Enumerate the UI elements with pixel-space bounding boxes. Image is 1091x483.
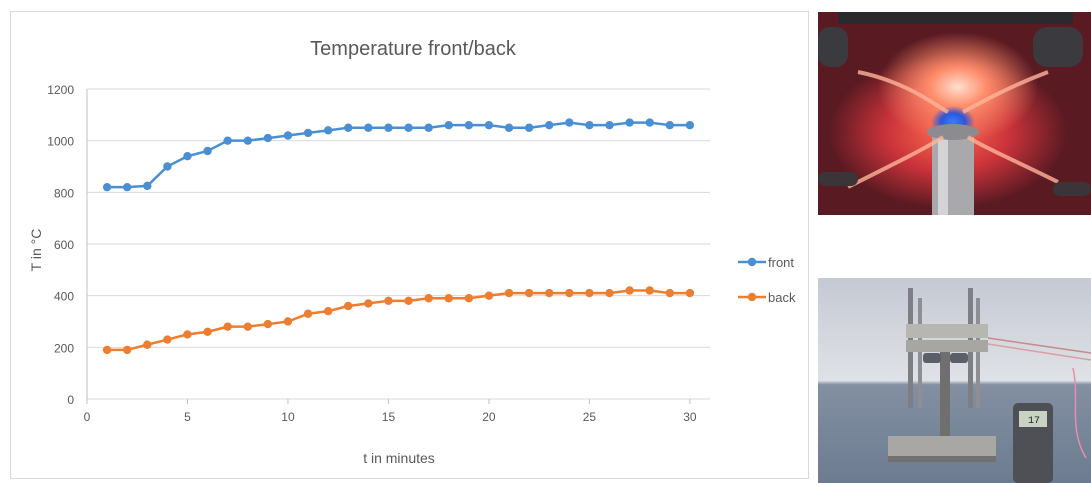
data-point-front (545, 120, 554, 130)
chart-panel: Temperature front/back 0 200 400 600 800 1000… (10, 11, 809, 479)
data-point-back (263, 319, 273, 329)
data-point-back (484, 291, 494, 300)
data-point-front (504, 123, 514, 132)
meter-display: 17 (1028, 416, 1040, 427)
data-point-front (384, 123, 393, 132)
data-point-front (102, 182, 112, 192)
data-point-front (122, 182, 132, 192)
data-point-front (565, 118, 574, 127)
data-point-back (685, 288, 695, 298)
data-point-front (203, 146, 212, 156)
x-axis-title: t in minutes (363, 450, 435, 466)
data-point-back (464, 294, 474, 303)
x-tick-label: 15 (382, 410, 396, 424)
data-point-back (404, 296, 413, 306)
data-point-front (143, 181, 152, 191)
x-tick-label: 10 (281, 410, 295, 424)
data-point-back (665, 288, 675, 298)
data-point-front (364, 123, 373, 132)
data-point-front (444, 120, 453, 130)
x-tick-label: 5 (184, 410, 191, 424)
data-point-front (605, 120, 614, 130)
data-point-back (645, 286, 654, 295)
y-tick-label: 1200 (47, 83, 74, 97)
y-tick-label: 200 (54, 341, 74, 355)
y-tick-label: 800 (54, 186, 74, 200)
x-tick-label: 20 (482, 410, 496, 424)
series-line-front (107, 121, 690, 189)
data-point-back (163, 335, 172, 344)
y-tick-label: 1000 (47, 135, 74, 149)
series-line-back (107, 289, 690, 352)
data-point-back (183, 330, 192, 339)
data-point-back (364, 299, 373, 308)
data-point-back (545, 288, 554, 298)
data-point-front (283, 131, 293, 140)
data-point-back (585, 288, 594, 298)
data-point-front (464, 120, 474, 130)
data-point-front (524, 123, 534, 132)
data-point-front (163, 162, 172, 171)
data-point-front (183, 151, 192, 161)
data-point-back (143, 340, 152, 349)
data-point-back (303, 309, 313, 318)
data-point-back (122, 345, 132, 355)
x-tick-label: 0 (84, 410, 91, 424)
data-point-back (323, 306, 333, 316)
x-tick-label: 30 (683, 410, 697, 424)
data-point-back (625, 286, 634, 295)
data-point-front (484, 120, 494, 130)
data-point-front (243, 136, 252, 145)
data-point-back (504, 288, 514, 298)
data-point-back (444, 294, 453, 303)
data-point-back (424, 294, 433, 303)
test-rig-photo: 17 (818, 278, 1091, 483)
data-point-back (565, 288, 574, 298)
y-tick-label: 400 (54, 290, 74, 304)
y-axis-title: T in °C (28, 229, 44, 272)
legend-marker-front (747, 257, 757, 267)
data-point-back (223, 322, 232, 331)
data-point-front (404, 123, 413, 132)
data-point-front (223, 136, 232, 145)
legend-marker-back (747, 292, 757, 302)
y-tick-label: 600 (54, 238, 74, 252)
data-point-back (203, 327, 212, 337)
data-point-back (384, 296, 393, 306)
data-point-back (524, 288, 534, 298)
data-point-front (685, 120, 695, 130)
data-point-back (344, 301, 353, 311)
data-point-front (424, 123, 433, 132)
data-point-front (665, 120, 675, 130)
burner-flame-photo (818, 12, 1091, 215)
data-point-front (323, 126, 333, 135)
x-tick-label: 25 (583, 410, 597, 424)
data-point-back (102, 345, 112, 355)
y-tick-label: 0 (67, 393, 74, 407)
data-point-front (344, 123, 353, 132)
data-point-back (283, 317, 293, 326)
data-point-front (625, 118, 634, 127)
data-point-front (585, 120, 594, 130)
data-point-back (605, 288, 614, 298)
chart-title: Temperature front/back (310, 38, 517, 60)
data-point-front (263, 133, 273, 143)
data-point-front (303, 128, 313, 138)
data-point-back (243, 322, 252, 331)
data-point-front (645, 118, 654, 127)
temperature-chart: Temperature front/back 02004006008001000… (28, 38, 796, 466)
legend-label-back: back (768, 290, 796, 305)
legend-label-front: front (768, 255, 794, 270)
